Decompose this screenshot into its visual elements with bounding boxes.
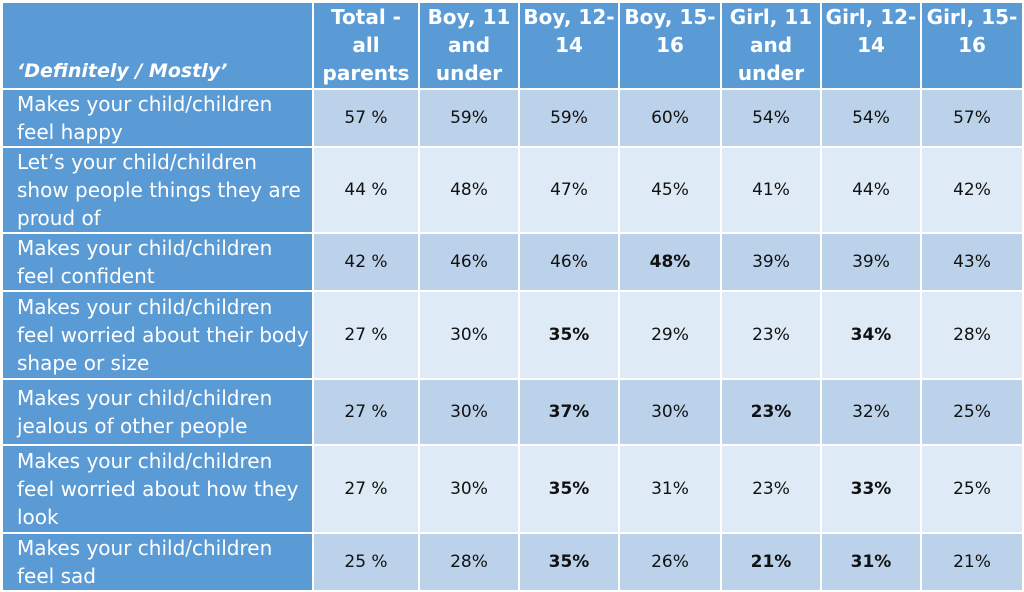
data-cell: 25% <box>920 444 1024 534</box>
data-cell: 48% <box>618 232 722 292</box>
data-cell: 54% <box>820 88 922 148</box>
data-cell: 42% <box>920 146 1024 234</box>
data-cell: 39% <box>820 232 922 292</box>
table-row: Let’s your child/children show people th… <box>1 146 1024 234</box>
data-cell: 33% <box>820 444 922 534</box>
table-row: Makes your child/children jealous of oth… <box>1 378 1024 446</box>
column-header-boy-15-16: Boy, 15-16 <box>618 1 722 90</box>
data-cell: 35% <box>518 532 620 592</box>
data-cell: 60% <box>618 88 722 148</box>
data-cell: 59% <box>518 88 620 148</box>
data-cell: 30% <box>618 378 722 446</box>
column-header-girl-12-14: Girl, 12-14 <box>820 1 922 90</box>
data-cell: 46% <box>418 232 520 292</box>
data-cell: 48% <box>418 146 520 234</box>
row-label: Makes your child/children feel worried a… <box>1 444 314 534</box>
table-row: Makes your child/children feel happy 57 %… <box>1 88 1024 148</box>
data-cell: 27 % <box>312 444 420 534</box>
row-label: Makes your child/children feel worried a… <box>1 290 314 380</box>
data-cell: 57% <box>920 88 1024 148</box>
corner-label: ‘Definitely / Mostly’ <box>1 1 314 90</box>
data-cell: 23% <box>720 290 822 380</box>
data-cell: 46% <box>518 232 620 292</box>
data-cell: 35% <box>518 444 620 534</box>
data-cell: 43% <box>920 232 1024 292</box>
column-header-total: Total - all parents <box>312 1 420 90</box>
data-cell: 21% <box>920 532 1024 592</box>
data-cell: 27 % <box>312 290 420 380</box>
row-label: Makes your child/children feel confident <box>1 232 314 292</box>
column-header-boy-12-14: Boy, 12-14 <box>518 1 620 90</box>
column-header-girl-15-16: Girl, 15-16 <box>920 1 1024 90</box>
data-cell: 26% <box>618 532 722 592</box>
data-cell: 31% <box>618 444 722 534</box>
data-cell: 59% <box>418 88 520 148</box>
column-header-girl-11-under: Girl, 11 and under <box>720 1 822 90</box>
data-cell: 39% <box>720 232 822 292</box>
data-cell: 25% <box>920 378 1024 446</box>
column-header-boy-11-under: Boy, 11 and under <box>418 1 520 90</box>
data-cell: 30% <box>418 444 520 534</box>
data-cell: 29% <box>618 290 722 380</box>
data-cell: 23% <box>720 444 822 534</box>
table-row: Makes your child/children feel worried a… <box>1 290 1024 380</box>
data-cell: 25 % <box>312 532 420 592</box>
data-cell: 57 % <box>312 88 420 148</box>
row-label: Makes your child/children feel happy <box>1 88 314 148</box>
data-cell: 45% <box>618 146 722 234</box>
table-row: Makes your child/children feel confident… <box>1 232 1024 292</box>
data-cell: 30% <box>418 290 520 380</box>
data-cell: 44% <box>820 146 922 234</box>
data-cell: 30% <box>418 378 520 446</box>
data-cell: 37% <box>518 378 620 446</box>
data-cell: 27 % <box>312 378 420 446</box>
row-label: Makes your child/children feel sad <box>1 532 314 592</box>
header-row: ‘Definitely / Mostly’ Total - all parent… <box>1 1 1024 90</box>
data-cell: 42 % <box>312 232 420 292</box>
data-cell: 28% <box>418 532 520 592</box>
row-label: Makes your child/children jealous of oth… <box>1 378 314 446</box>
data-cell: 28% <box>920 290 1024 380</box>
data-cell: 35% <box>518 290 620 380</box>
data-cell: 41% <box>720 146 822 234</box>
row-label: Let’s your child/children show people th… <box>1 146 314 234</box>
table-body: Makes your child/children feel happy 57 %… <box>1 88 1024 592</box>
data-cell: 44 % <box>312 146 420 234</box>
data-cell: 32% <box>820 378 922 446</box>
data-cell: 54% <box>720 88 822 148</box>
data-cell: 47% <box>518 146 620 234</box>
data-cell: 21% <box>720 532 822 592</box>
table-row: Makes your child/children feel worried a… <box>1 444 1024 534</box>
table-row: Makes your child/children feel sad 25 % 28… <box>1 532 1024 592</box>
data-cell: 34% <box>820 290 922 380</box>
data-cell: 31% <box>820 532 922 592</box>
data-cell: 23% <box>720 378 822 446</box>
